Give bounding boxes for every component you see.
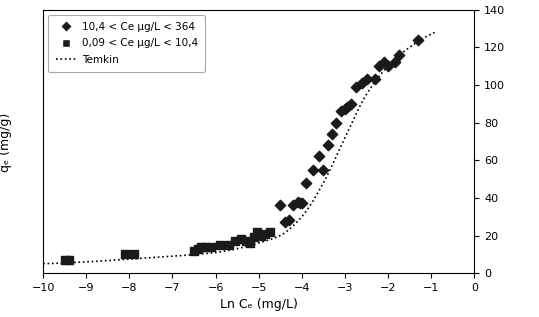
Point	[319, 167, 328, 172]
Point	[261, 231, 270, 236]
Point	[328, 131, 336, 136]
Point	[341, 107, 349, 112]
Point	[65, 257, 73, 262]
Text: qₑ (mg/g): qₑ (mg/g)	[0, 113, 12, 172]
Point	[332, 120, 341, 125]
Point	[371, 77, 379, 82]
Point	[343, 105, 351, 110]
Point	[224, 243, 233, 248]
Point	[298, 201, 306, 206]
Point	[246, 241, 254, 246]
Point	[121, 252, 129, 257]
Point	[201, 244, 209, 249]
Point	[257, 233, 265, 238]
Point	[285, 218, 293, 223]
Point	[231, 239, 239, 244]
Point	[194, 246, 203, 251]
Point	[308, 167, 317, 172]
Point	[250, 235, 259, 240]
Point	[129, 252, 138, 257]
Point	[60, 257, 69, 262]
X-axis label: Ln Cₑ (mg/L): Ln Cₑ (mg/L)	[220, 298, 298, 311]
Point	[336, 109, 345, 114]
Point	[295, 201, 304, 206]
Point	[237, 237, 246, 242]
Point	[293, 199, 302, 204]
Point	[302, 180, 310, 185]
Point	[379, 60, 388, 65]
Point	[265, 229, 274, 234]
Legend: 10,4 < Ce µg/L < 364, 0,09 < Ce µg/L < 10,4, Temkin: 10,4 < Ce µg/L < 364, 0,09 < Ce µg/L < 1…	[49, 15, 205, 72]
Point	[323, 143, 332, 148]
Point	[375, 63, 384, 68]
Point	[358, 81, 367, 86]
Point	[390, 60, 399, 65]
Point	[276, 203, 285, 208]
Point	[190, 248, 198, 253]
Point	[414, 37, 423, 42]
Point	[289, 203, 298, 208]
Point	[280, 220, 289, 225]
Point	[351, 84, 360, 89]
Point	[315, 154, 323, 159]
Point	[216, 243, 224, 248]
Point	[196, 244, 205, 249]
Point	[384, 63, 392, 68]
Point	[241, 239, 250, 244]
Point	[395, 52, 403, 57]
Point	[207, 244, 216, 249]
Point	[347, 101, 356, 106]
Point	[362, 77, 371, 82]
Point	[252, 229, 261, 234]
